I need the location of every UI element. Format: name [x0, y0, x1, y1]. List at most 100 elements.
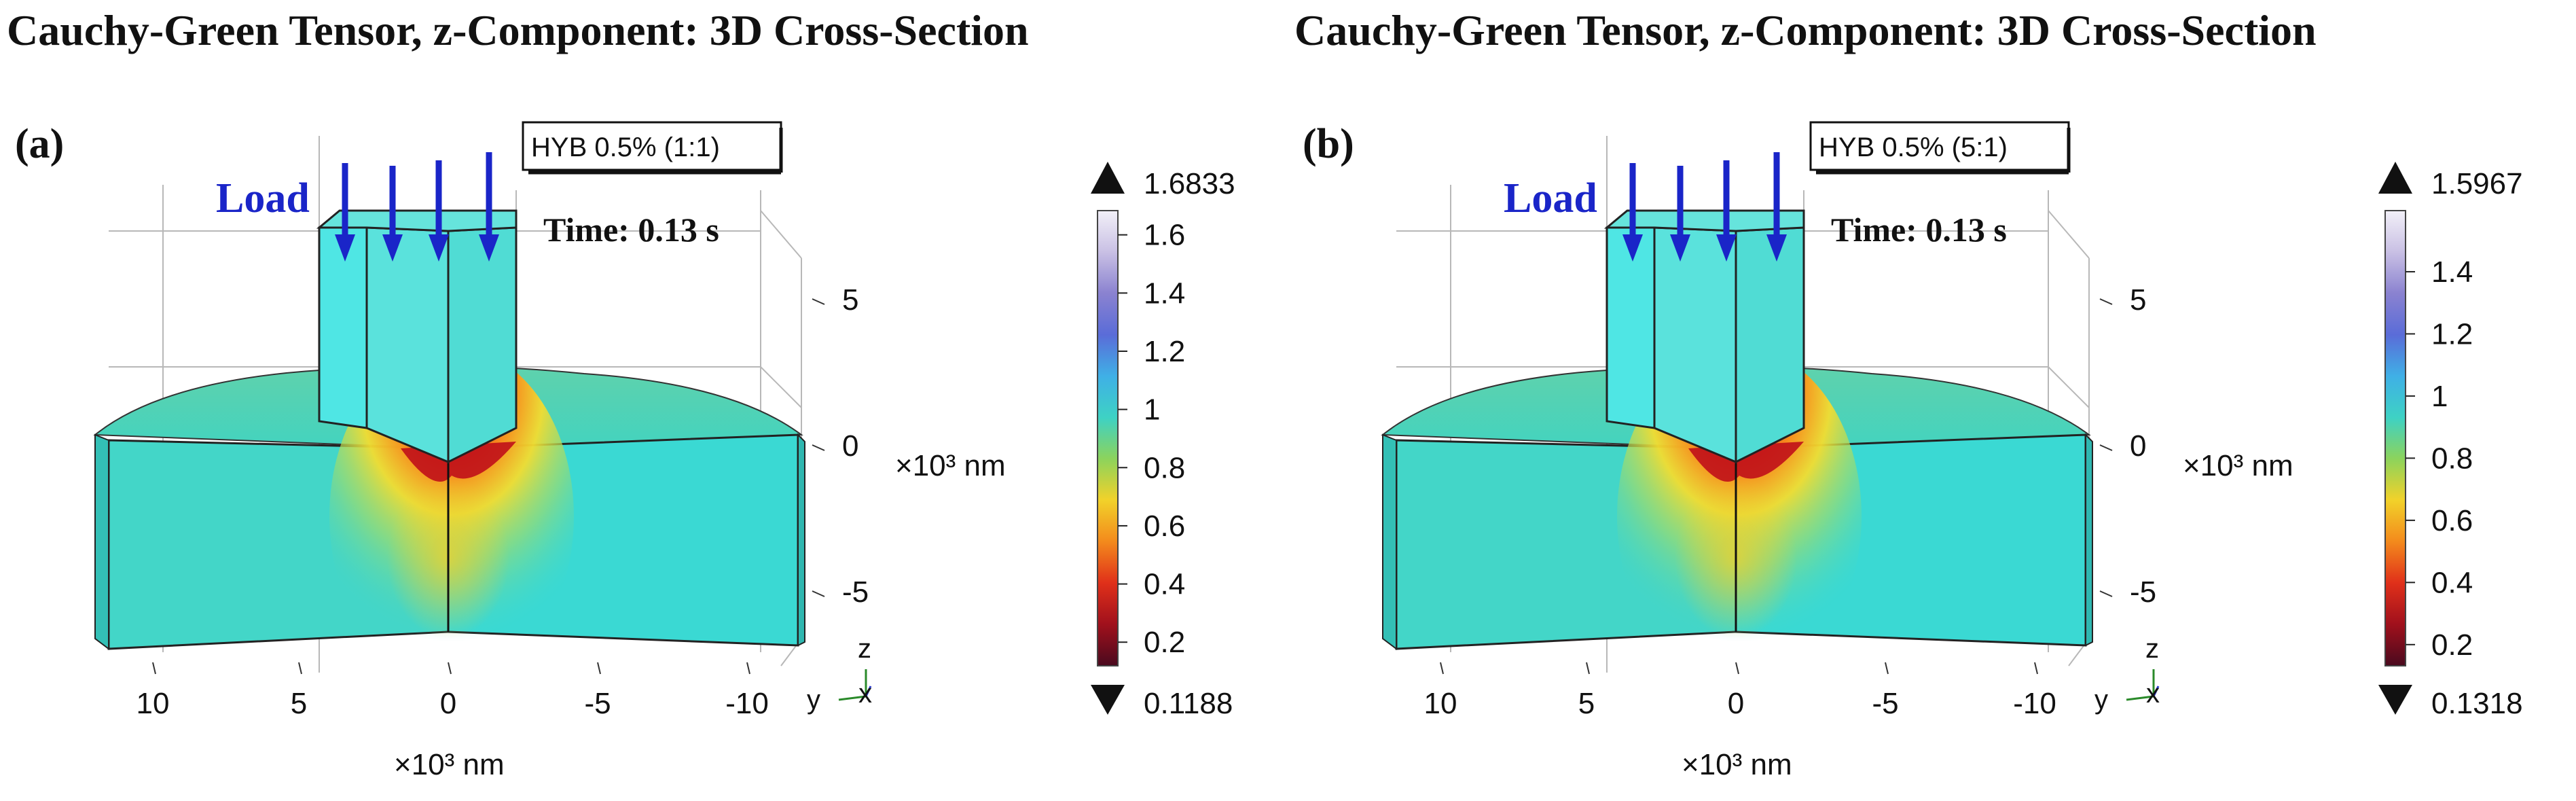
colorbar-min-label: 0.1318 [2431, 687, 2523, 720]
indenter-left [1606, 226, 1656, 429]
z-tick-mark [812, 298, 825, 305]
indenter-right [1735, 226, 1805, 464]
z-tick-mark [2099, 444, 2113, 451]
triad-x: x [2146, 679, 2160, 709]
x-tick-label: 5 [291, 687, 307, 720]
colorbar-tick-label: 0.2 [2431, 628, 2473, 662]
x-tick-label: -10 [725, 687, 769, 720]
x-tick-label: -5 [1872, 687, 1898, 720]
x-tick-mark [1735, 662, 1739, 675]
time-label: Time: 0.13 s [1831, 211, 2007, 249]
x-tick-label: 10 [1424, 687, 1457, 720]
triad-z: z [858, 634, 871, 664]
x-tick-mark [597, 662, 601, 675]
load-arrows [335, 152, 499, 262]
x-tick-mark [2034, 662, 2038, 675]
colorbar-tick-label: 0.8 [1144, 451, 1185, 484]
x-tick-mark [152, 662, 156, 675]
x-tick-mark [1885, 662, 1889, 675]
z-tick-label: 5 [2130, 283, 2146, 317]
colorbar-tick-label: 1.2 [2431, 317, 2473, 351]
dataset-label: HYB 0.5% (1:1) [531, 132, 720, 162]
z-tick-mark [2099, 298, 2113, 305]
cross-section-plot: Cauchy-Green Tensor, z-Component: 3D Cro… [7, 6, 1235, 781]
x-axis: 10 5 0 -5 -10 [137, 662, 769, 720]
dataset-box [522, 121, 782, 171]
x-tick-label: 0 [440, 687, 456, 720]
colorbar-gradient [1097, 210, 1119, 666]
z-tick-label: -5 [2130, 575, 2156, 609]
x-tick-label: 10 [137, 687, 170, 720]
load-arrow-head [382, 234, 403, 262]
z-tick-mark [812, 590, 825, 597]
colorbar-max-label: 1.5967 [2431, 167, 2523, 200]
panel-b: Cauchy-Green Tensor, z-Component: 3D Cro… [1288, 0, 2575, 801]
z-tick-label: 0 [2130, 429, 2146, 463]
colorbar-tick-label: 1 [1144, 393, 1160, 427]
colorbar-tick-label: 1.2 [1144, 335, 1185, 368]
indenter-front [1653, 226, 1737, 464]
triad-z: z [2145, 634, 2159, 664]
x-tick-label: -5 [584, 687, 611, 720]
x-tick-label: 0 [1728, 687, 1744, 720]
axis-triad: z y x [2094, 634, 2160, 715]
colorbar-ticks: 1.6 1.4 1.2 1 0.8 0.6 0.4 0.2 [1118, 219, 1185, 659]
z-axis: 5 0 -5 [812, 283, 869, 609]
colorbar-min-label: 0.1188 [1144, 687, 1233, 720]
load-arrow-head [479, 234, 499, 262]
time-label: Time: 0.13 s [543, 211, 719, 249]
colorbar-max-marker [2378, 162, 2412, 194]
colorbar-tick-label: 0.4 [2431, 566, 2473, 599]
colorbar-tick-label: 0.2 [1144, 626, 1185, 659]
colorbar-tick-label: 1.6 [1144, 219, 1185, 252]
z-tick-mark [812, 444, 825, 451]
colorbar-ticks: 1.4 1.2 1 0.8 0.6 0.4 0.2 [2406, 255, 2473, 662]
indenter-front [365, 226, 450, 464]
z-axis-unit: ×10³ nm [2183, 449, 2293, 482]
x-tick-mark [298, 662, 302, 675]
cross-section-plot: Cauchy-Green Tensor, z-Component: 3D Cro… [1294, 6, 2523, 781]
indenter-top [1603, 209, 1805, 232]
axis-triad: z y x [807, 634, 872, 715]
colorbar-min-marker [2378, 685, 2412, 715]
colorbar-tick-label: 0.6 [2431, 504, 2473, 537]
colorbar-tick-label: 0.8 [2431, 442, 2473, 475]
load-arrow-head [1716, 234, 1737, 262]
triad-x: x [858, 679, 872, 709]
colorbar-min-marker [1091, 685, 1125, 715]
colorbar: 1.6833 0.1188 1.6 1.4 1.2 1 0.8 0.6 0.4 0.2 [1091, 162, 1235, 720]
load-arrow-head [1766, 234, 1787, 262]
z-tick-label: 5 [842, 283, 858, 317]
colorbar-tick-label: 1.4 [1144, 277, 1185, 310]
dataset-label: HYB 0.5% (5:1) [1819, 132, 2008, 162]
colorbar-tick-label: 0.4 [1144, 568, 1185, 601]
load-label: Load [216, 175, 310, 221]
triad-y: y [807, 685, 820, 715]
x-axis: 10 5 0 -5 -10 [1424, 662, 2056, 720]
x-tick-label: -10 [2013, 687, 2056, 720]
triad-y: y [2094, 685, 2108, 715]
indenter-right [447, 226, 518, 464]
x-tick-label: 5 [1578, 687, 1595, 720]
plot-title: Cauchy-Green Tensor, z-Component: 3D Cro… [7, 6, 1029, 54]
panel-label: (a) [15, 121, 64, 167]
x-tick-mark [746, 662, 750, 675]
specimen-rim [1382, 433, 1397, 650]
colorbar-max-label: 1.6833 [1144, 167, 1235, 200]
colorbar-gradient [2384, 210, 2406, 666]
load-arrow-head [429, 234, 449, 262]
colorbar-max-marker [1091, 162, 1125, 194]
specimen-side [2085, 433, 2093, 647]
indenter-top [316, 209, 518, 232]
load-arrow-head [1670, 234, 1690, 262]
x-tick-mark [1440, 662, 1444, 675]
colorbar-tick-label: 0.6 [1144, 510, 1185, 543]
colorbar: 1.5967 0.1318 1.4 1.2 1 0.8 0.6 0.4 0.2 [2378, 162, 2523, 720]
z-tick-mark [2099, 590, 2113, 597]
panel-a: Cauchy-Green Tensor, z-Component: 3D Cro… [7, 6, 1235, 781]
z-tick-label: 0 [842, 429, 858, 463]
colorbar-tick-label: 1.4 [2431, 255, 2473, 289]
z-axis-unit: ×10³ nm [895, 449, 1006, 482]
z-tick-label: -5 [842, 575, 869, 609]
plot-title: Cauchy-Green Tensor, z-Component: 3D Cro… [1294, 6, 2317, 54]
